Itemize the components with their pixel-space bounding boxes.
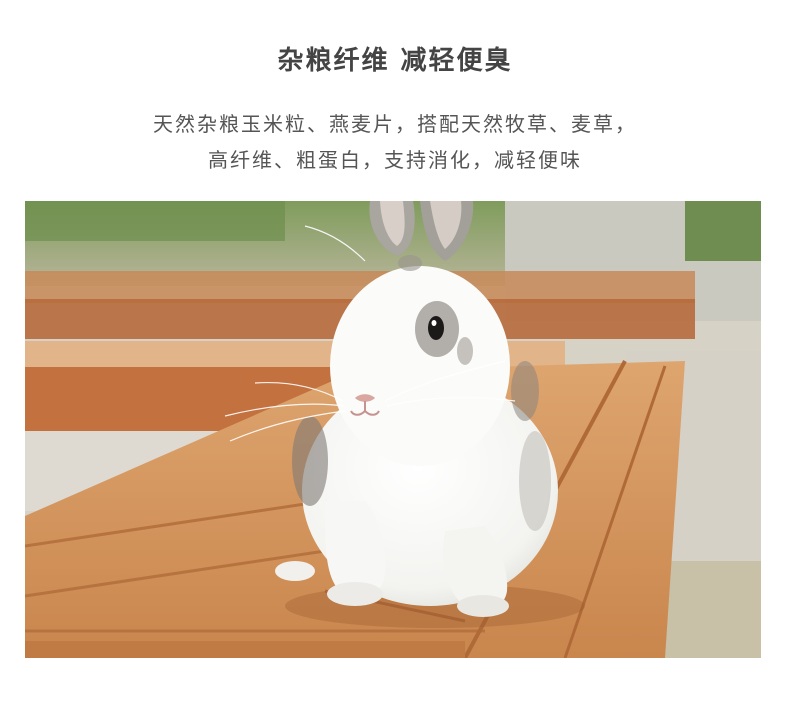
- rabbit-photo: [25, 201, 761, 658]
- section-title: 杂粮纤维 减轻便臭: [277, 46, 513, 76]
- description-line-2: 高纤维、粗蛋白，支持消化，减轻便味: [208, 148, 582, 172]
- description-line-1: 天然杂粮玉米粒、燕麦片，搭配天然牧草、麦草，: [153, 112, 637, 136]
- rabbit-illustration: [25, 201, 761, 658]
